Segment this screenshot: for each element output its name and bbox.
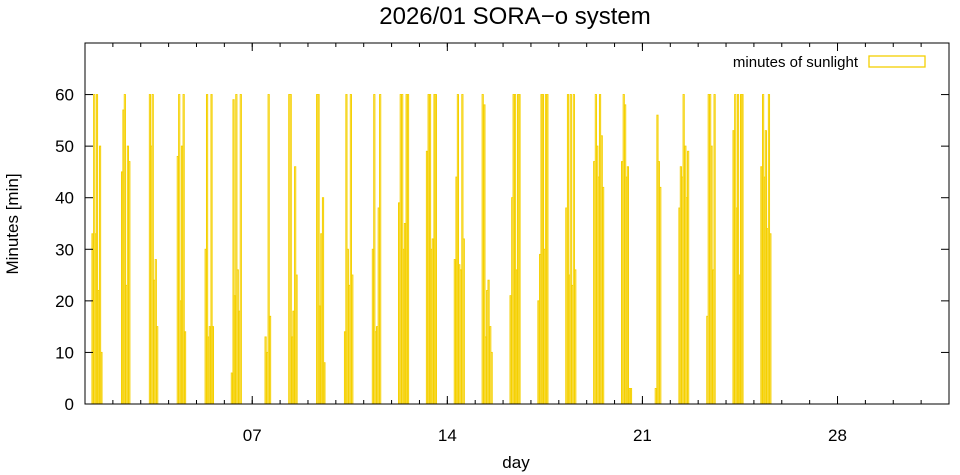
y-tick-label: 10 [55, 343, 74, 362]
x-axis-ticks: 07 14 21 28 [112, 43, 922, 445]
bar [406, 94, 410, 405]
bar [598, 94, 602, 405]
bar [574, 269, 577, 405]
bar [100, 351, 103, 405]
x-tick-label: 07 [243, 426, 262, 445]
y-tick-label: 20 [55, 292, 74, 311]
plot-frame [84, 42, 950, 405]
bar [153, 279, 156, 405]
bar [490, 351, 493, 405]
bar [710, 145, 713, 405]
bar [180, 145, 184, 405]
bar [515, 269, 518, 405]
bar [571, 284, 574, 405]
bar [208, 326, 211, 405]
bar [626, 166, 630, 405]
bar [760, 166, 763, 405]
bar [459, 269, 462, 405]
bar [487, 279, 490, 405]
y-tick-label: 0 [65, 395, 74, 414]
bar [125, 284, 128, 405]
bar [434, 94, 437, 405]
bar [431, 238, 434, 405]
bar [738, 274, 741, 405]
bar [183, 331, 187, 405]
bar [481, 94, 484, 405]
bar [732, 130, 735, 405]
bar [537, 300, 540, 405]
bar [128, 161, 131, 405]
bar [351, 274, 354, 405]
bar [230, 372, 233, 405]
x-tick-label: 28 [828, 426, 847, 445]
bar [659, 186, 662, 405]
bar [292, 310, 295, 405]
bar [543, 248, 546, 405]
bar [654, 388, 657, 405]
bar [236, 269, 239, 405]
bar [565, 207, 568, 405]
bar [239, 94, 242, 405]
bar [398, 202, 401, 405]
bar [295, 274, 298, 405]
bar [156, 326, 159, 405]
x-axis-label: day [502, 453, 530, 472]
bar [323, 362, 326, 405]
bar [629, 388, 633, 405]
bar [425, 150, 429, 405]
bar [211, 326, 215, 405]
bar [403, 223, 407, 405]
chart-title: 2026/01 SORA−o system [379, 3, 650, 30]
bar [769, 233, 772, 405]
bar [682, 94, 685, 405]
x-tick-label: 14 [438, 426, 457, 445]
bar-series [91, 94, 772, 405]
bar [462, 238, 465, 405]
y-tick-label: 40 [55, 189, 74, 208]
bar [97, 290, 100, 405]
bar [546, 94, 549, 405]
y-axis-ticks: 0 10 20 30 40 50 60 [55, 86, 949, 414]
legend-swatch [868, 55, 926, 68]
bar [687, 150, 690, 405]
legend-label: minutes of sunlight [733, 54, 859, 71]
y-tick-label: 50 [55, 137, 74, 156]
bar [713, 94, 716, 405]
y-axis-label: Minutes [min] [3, 173, 22, 274]
bar [453, 259, 456, 405]
bar [602, 186, 605, 405]
bar [320, 233, 323, 405]
bar [268, 315, 272, 405]
bar [376, 326, 379, 405]
x-tick-label: 21 [633, 426, 652, 445]
bar [620, 161, 624, 405]
legend: minutes of sunlight [733, 54, 926, 71]
bar [509, 295, 512, 405]
bar [741, 94, 744, 405]
bar [348, 284, 351, 405]
y-tick-label: 60 [55, 86, 74, 105]
bar [91, 233, 94, 405]
bar [766, 228, 769, 405]
bar [264, 336, 267, 405]
bar [518, 94, 521, 405]
y-tick-label: 30 [55, 240, 74, 259]
bar [379, 94, 382, 405]
bar [593, 161, 596, 405]
